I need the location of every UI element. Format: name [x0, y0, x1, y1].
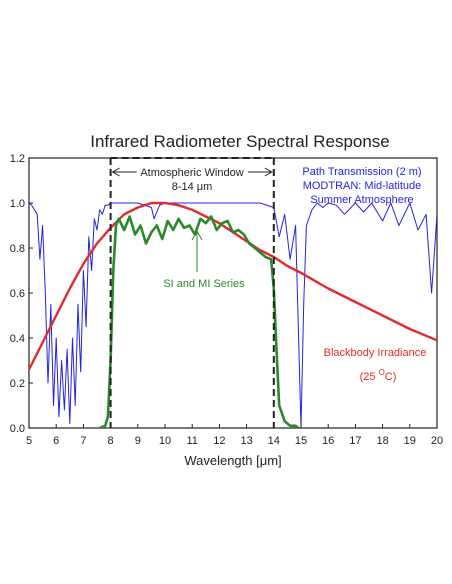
blackbody-label-line2: (25 OC)	[360, 368, 397, 383]
x-tick-label: 7	[80, 435, 86, 447]
window-arrow-left-head	[111, 167, 120, 177]
path-transmission-label-line2: MODTRAN: Mid-latitude	[303, 180, 422, 192]
axis-ticks-group: 5 6 7 8 9 10 11 12 13 14 15 16 17 18 19 20 0.0 0.2 0.4 0.6 0…	[10, 153, 443, 447]
window-label-line2: 8-14 μm	[172, 181, 213, 193]
x-tick-label: 14	[268, 435, 280, 447]
y-tick-label: 0.4	[10, 333, 25, 345]
sensor-series-label: SI and MI Series	[163, 278, 245, 290]
x-tick-label: 16	[322, 435, 334, 447]
sensor-pointer-arrowhead	[191, 229, 203, 241]
x-tick-label: 11	[186, 435, 197, 447]
x-tick-label: 5	[26, 435, 32, 447]
path-transmission-label-line3: Summer Atmosphere	[310, 194, 413, 206]
x-tick-label: 10	[159, 435, 171, 447]
y-tick-label: 1.2	[10, 153, 25, 165]
x-tick-label: 17	[349, 435, 361, 447]
x-tick-label: 20	[431, 435, 443, 447]
plot-series-group	[29, 201, 437, 428]
y-tick-label: 0.6	[10, 288, 25, 300]
window-label-line1: Atmospheric Window	[140, 167, 243, 179]
y-tick-label: 0.8	[10, 243, 25, 255]
path-transmission-label-line1: Path Transmission (2 m)	[302, 166, 421, 178]
x-tick-label: 8	[108, 435, 114, 447]
sensor-series-line	[99, 215, 300, 428]
blackbody-label-pre: (25	[360, 371, 379, 383]
atmospheric-window-group	[109, 157, 275, 428]
y-tick-label: 0.2	[10, 378, 25, 390]
x-tick-label: 6	[53, 435, 59, 447]
x-tick-label: 15	[295, 435, 307, 447]
x-tick-label: 13	[240, 435, 252, 447]
window-arrow-right-head	[264, 167, 273, 177]
y-tick-label: 0.0	[10, 423, 25, 435]
blackbody-label-post: C)	[385, 371, 397, 383]
x-tick-label: 9	[135, 435, 141, 447]
blackbody-label-line1: Blackbody Irradiance	[324, 347, 427, 359]
x-axis-label: Wavelength [μm]	[184, 453, 281, 468]
blackbody-label-sup: O	[379, 368, 385, 377]
x-tick-label: 18	[376, 435, 388, 447]
x-tick-label: 12	[213, 435, 225, 447]
y-tick-label: 1.0	[10, 198, 25, 210]
transmission-series-line	[29, 202, 437, 428]
blackbody-series-line	[29, 201, 437, 371]
chart-title: Infrared Radiometer Spectral Response	[90, 132, 390, 151]
x-tick-label: 19	[404, 435, 416, 447]
